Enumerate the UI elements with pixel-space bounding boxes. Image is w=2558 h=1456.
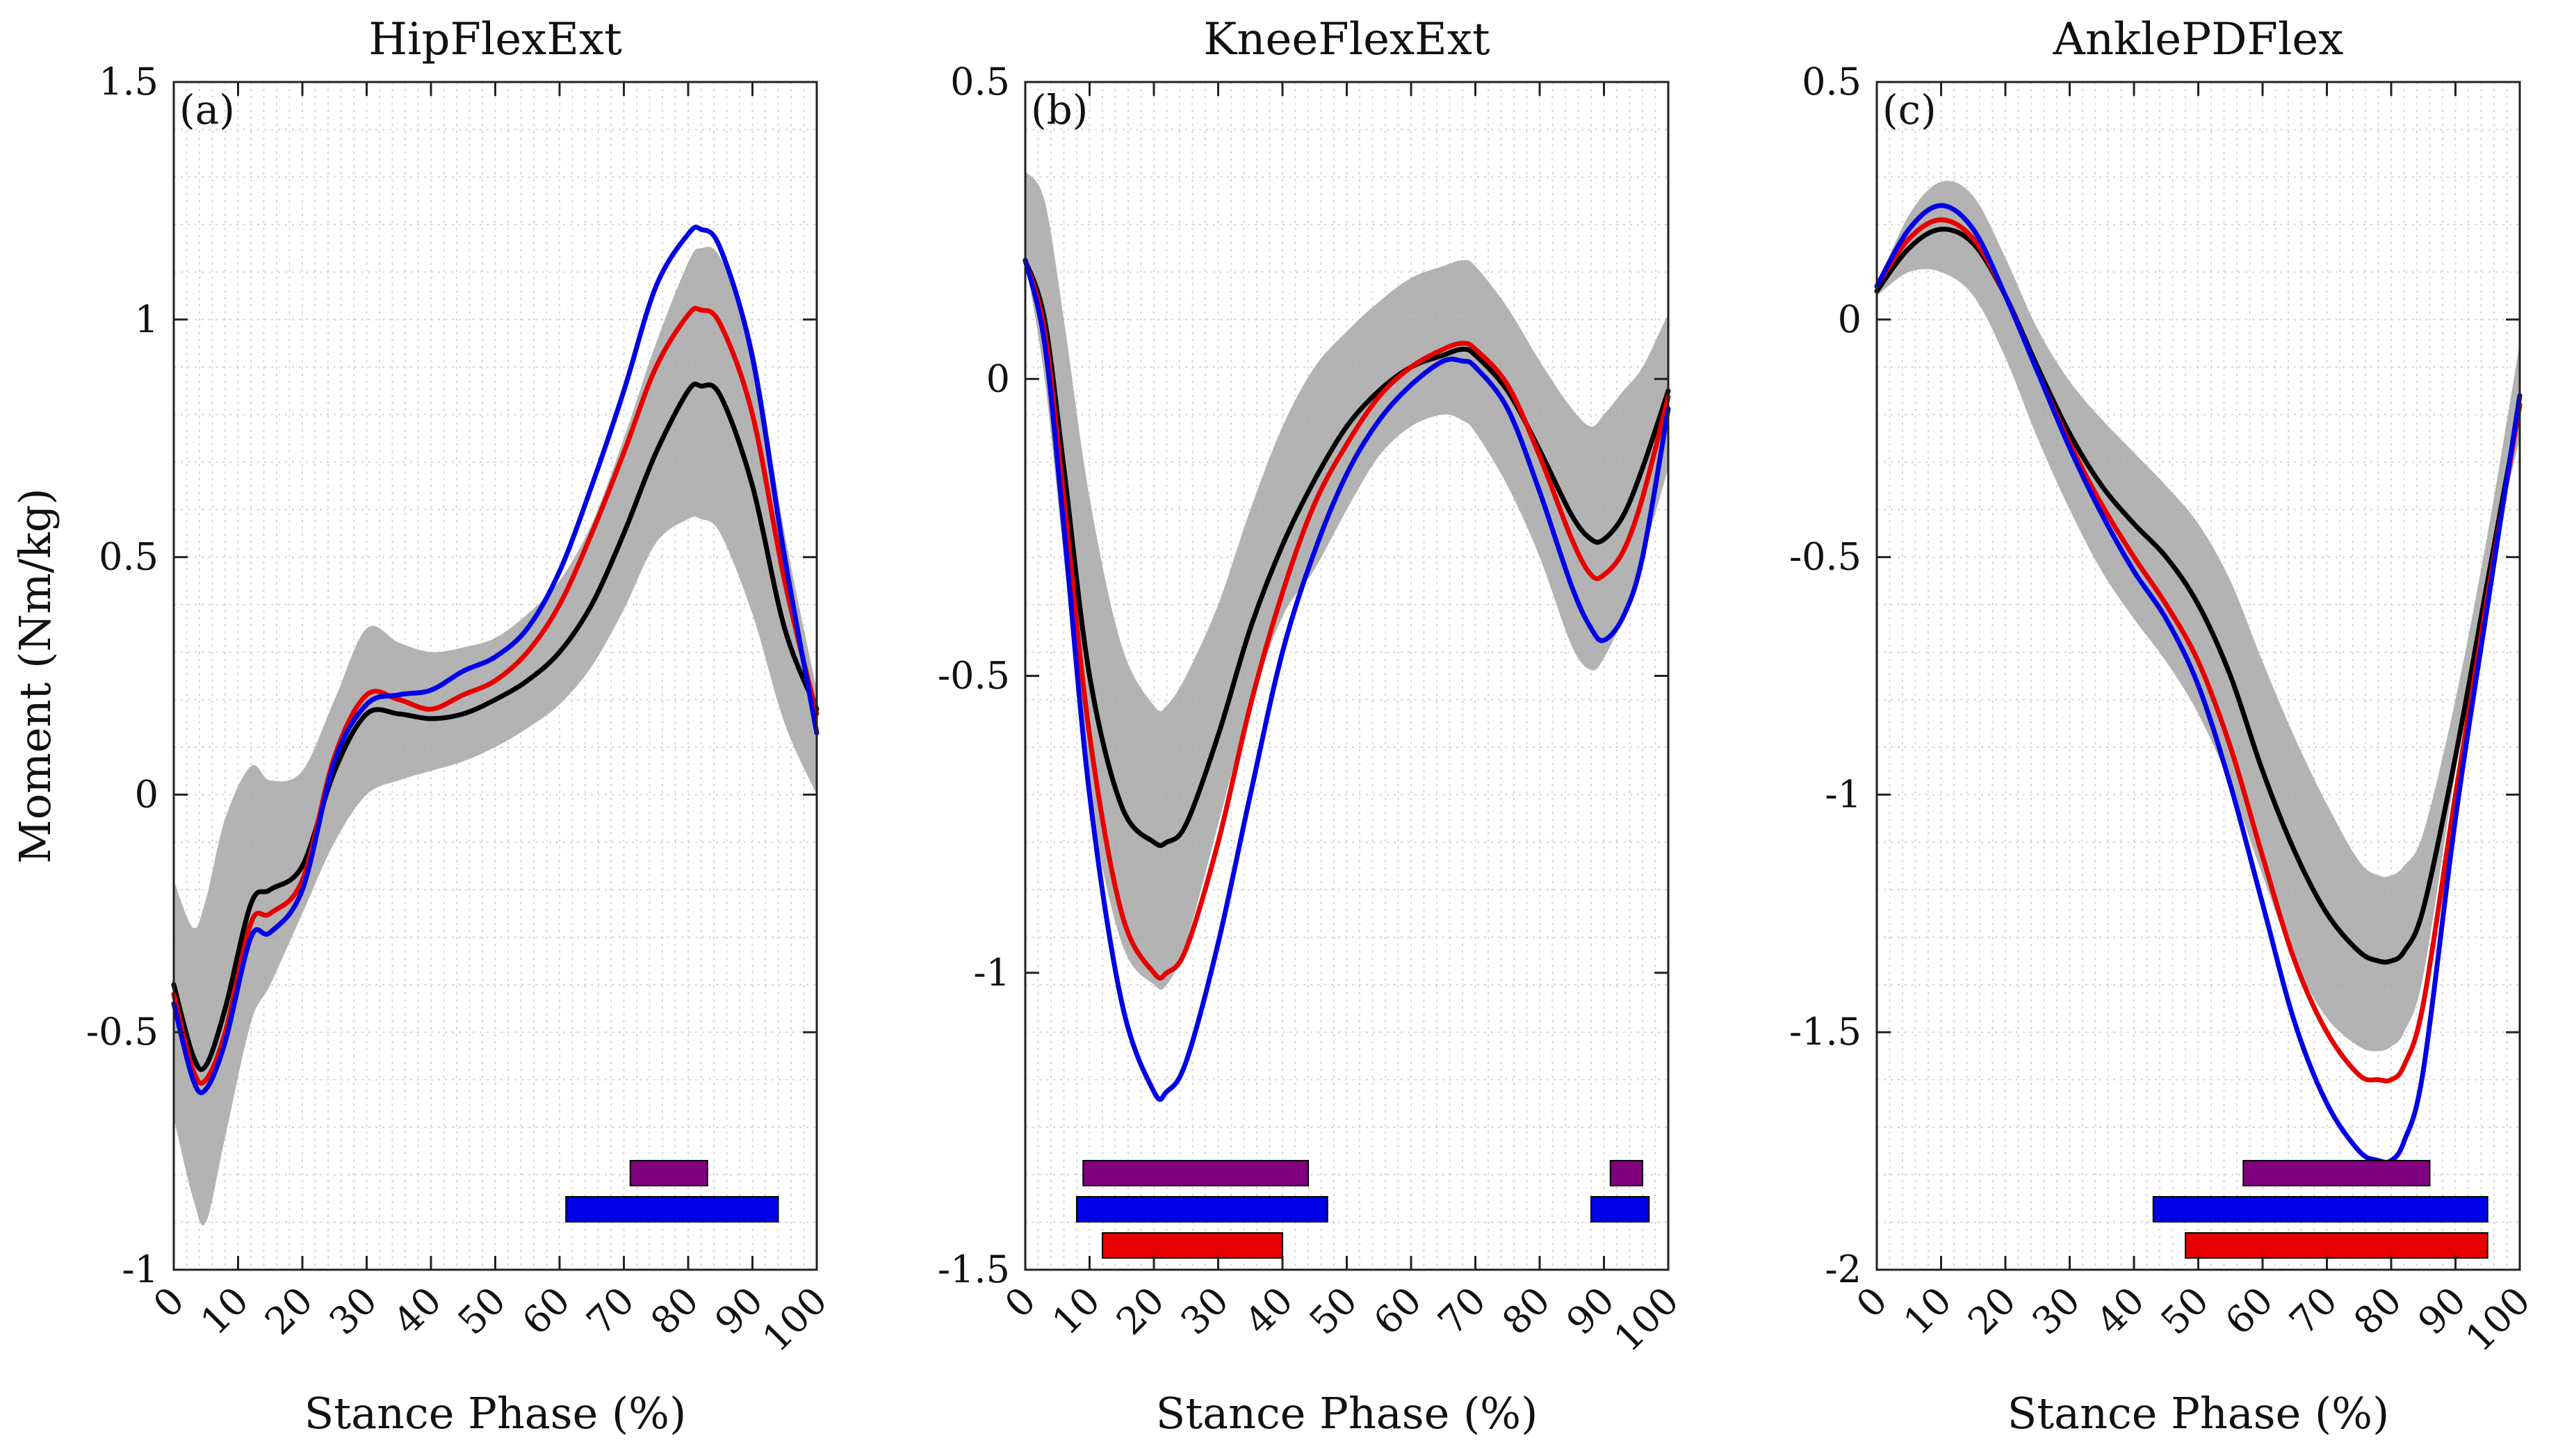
sd-band xyxy=(1877,181,2520,1052)
series-line-1 xyxy=(1023,257,1671,981)
y-tick-label: 1 xyxy=(135,297,158,341)
x-tick-label: 70 xyxy=(2281,1279,2346,1343)
panel-title: AnklePDFlex xyxy=(2053,14,2344,65)
x-tick-label: 50 xyxy=(1301,1279,1366,1343)
y-tick-label: -1.5 xyxy=(938,1248,1010,1291)
sd-band xyxy=(174,246,817,1226)
panel-ankle: -2-1.5-1-0.500.50 10 20 30 40 50 60 70 80 90100An… xyxy=(1789,14,2539,1439)
significance-bar xyxy=(1082,1160,1309,1186)
y-tick-label: 0 xyxy=(986,357,1010,400)
x-tick-label: 10 xyxy=(1896,1279,1960,1343)
significance-bar xyxy=(1590,1196,1650,1222)
x-tick-label: 40 xyxy=(1237,1279,1301,1343)
x-tick-label: 100 xyxy=(754,1279,836,1360)
significance-bar xyxy=(2185,1232,2488,1259)
panel-knee: -1.5-1-0.500.50 10 20 30 40 50 60 70 80 90100Knee… xyxy=(938,14,1687,1439)
significance-bar xyxy=(1609,1160,1643,1186)
x-tick-label: 40 xyxy=(2088,1279,2153,1343)
series-line-2 xyxy=(1874,203,2523,1165)
significance-bar xyxy=(2242,1160,2431,1186)
x-tick-label: 30 xyxy=(2024,1279,2089,1343)
y-tick-label: -0.5 xyxy=(86,1010,158,1054)
x-tick-label: 60 xyxy=(2217,1279,2281,1343)
y-tick-label: -1.5 xyxy=(1789,1010,1862,1054)
x-tick-label: 80 xyxy=(1494,1279,1558,1343)
x-tick-label: 30 xyxy=(1173,1279,1237,1343)
y-tick-label: -1 xyxy=(973,951,1010,995)
x-tick-label: 30 xyxy=(321,1279,386,1343)
x-tick-label: 100 xyxy=(2457,1279,2539,1360)
x-axis-label: Stance Phase (%) xyxy=(1156,1388,1538,1439)
panel-title: HipFlexExt xyxy=(368,14,622,65)
x-axis-label: Stance Phase (%) xyxy=(2007,1388,2390,1439)
series-line-2 xyxy=(171,224,820,1095)
x-tick-label: 20 xyxy=(256,1279,321,1343)
y-tick-label: -1 xyxy=(122,1248,158,1291)
y-tick-label: 0 xyxy=(1838,297,1862,341)
series-line-1 xyxy=(171,306,820,1086)
significance-bar xyxy=(1102,1232,1283,1259)
x-tick-label: 80 xyxy=(2345,1279,2410,1343)
x-tick-label: 100 xyxy=(1606,1279,1687,1360)
series-line-0 xyxy=(171,382,820,1072)
y-tick-label: 0.5 xyxy=(99,535,158,579)
y-tick-label: 0.5 xyxy=(950,60,1010,104)
x-tick-label: 70 xyxy=(1430,1279,1494,1343)
significance-bar xyxy=(2152,1196,2488,1222)
x-tick-label: 50 xyxy=(450,1279,514,1343)
panel-title: KneeFlexExt xyxy=(1203,14,1490,65)
significance-bar xyxy=(629,1160,708,1186)
significance-bar xyxy=(1076,1196,1328,1222)
y-axis-label: Moment (Nm/kg) xyxy=(10,488,60,863)
y-tick-label: 0.5 xyxy=(1802,60,1862,104)
x-tick-label: 40 xyxy=(385,1279,450,1343)
panel-hip: -1-0.500.511.50 10 20 30 40 50 60 70 80 90100HipF… xyxy=(10,14,836,1439)
x-tick-label: 10 xyxy=(193,1279,257,1343)
panel-label: (a) xyxy=(179,86,235,133)
x-tick-label: 80 xyxy=(642,1279,707,1343)
x-tick-label: 60 xyxy=(1365,1279,1430,1343)
y-tick-label: -1 xyxy=(1825,772,1862,816)
x-tick-label: 70 xyxy=(578,1279,643,1343)
panel-label: (b) xyxy=(1031,86,1088,133)
x-tick-label: 20 xyxy=(1960,1279,2024,1343)
series-line-2 xyxy=(1023,257,1671,1102)
y-tick-label: -0.5 xyxy=(1789,535,1862,579)
sd-band xyxy=(1025,171,1668,990)
x-axis-label: Stance Phase (%) xyxy=(304,1388,687,1439)
x-tick-label: 60 xyxy=(514,1279,578,1343)
significance-bar xyxy=(565,1196,779,1222)
y-tick-label: 0 xyxy=(135,772,158,816)
x-tick-label: 10 xyxy=(1044,1279,1109,1343)
series-line-0 xyxy=(1023,257,1671,849)
panel-label: (c) xyxy=(1882,86,1937,133)
y-tick-label: -2 xyxy=(1825,1248,1862,1291)
x-tick-label: 50 xyxy=(2153,1279,2217,1343)
x-tick-label: 20 xyxy=(1108,1279,1173,1343)
y-tick-label: 1.5 xyxy=(99,60,158,104)
y-tick-label: -0.5 xyxy=(938,654,1010,698)
